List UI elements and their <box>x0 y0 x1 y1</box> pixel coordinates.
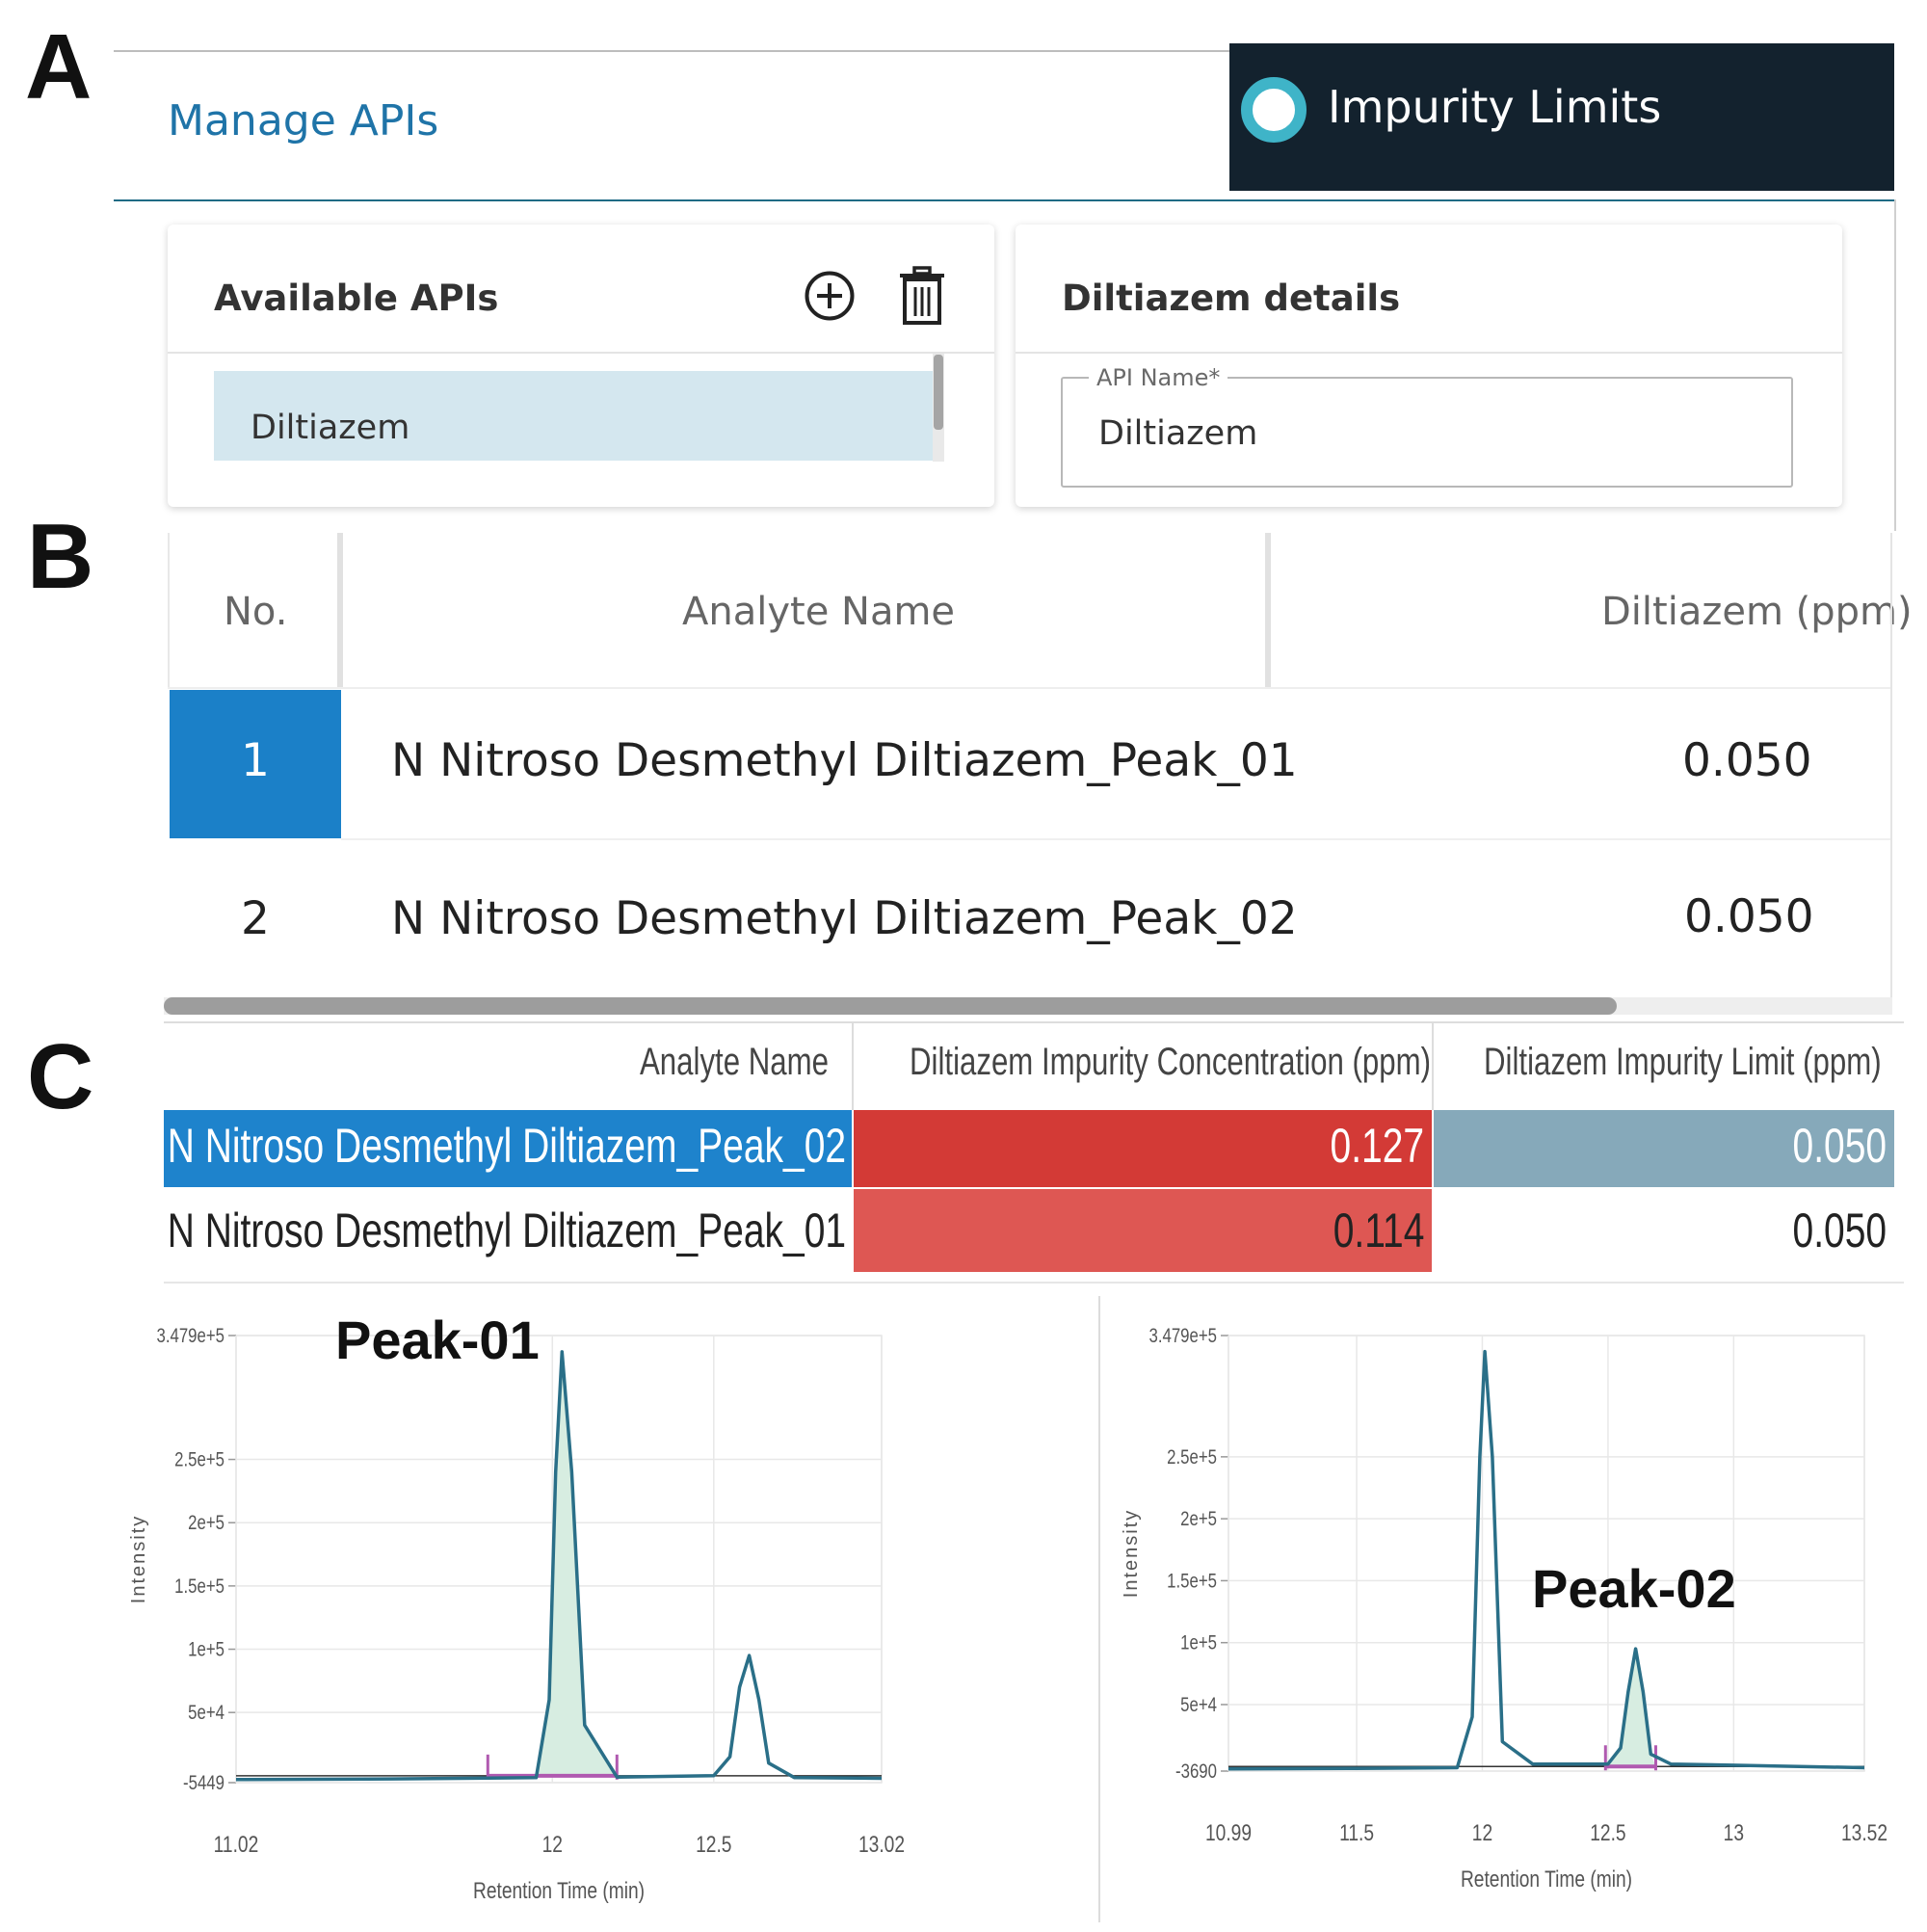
api-list-scroll-thumb[interactable] <box>934 355 943 430</box>
card-divider <box>1016 352 1842 354</box>
impurity-limits-banner[interactable] <box>1229 43 1894 191</box>
row-divider <box>341 838 1892 840</box>
panel-label-a: A <box>25 15 92 119</box>
chromatogram-peak-02: 3.479e+5 2.5e+5 2e+5 1.5e+5 1e+5 5e+4 -3690 10.… <box>1121 1325 1887 1892</box>
y-tick-label: -5449 <box>183 1772 224 1794</box>
x-tick-label: 10.99 <box>1205 1819 1252 1846</box>
column-header-analyte[interactable]: Analyte Name <box>682 590 956 634</box>
y-tick-label: 5e+4 <box>188 1703 224 1725</box>
top-divider <box>114 50 1888 52</box>
y-tick-label: 2.5e+5 <box>174 1449 224 1471</box>
limit-cell-selected[interactable] <box>1434 1110 1894 1187</box>
plot-area <box>1227 1335 1865 1772</box>
trash-icon[interactable] <box>898 266 946 326</box>
results-header-analyte[interactable]: Analyte Name <box>640 1041 829 1083</box>
column-header-no[interactable]: No. <box>224 590 288 634</box>
results-concentration: 0.127 <box>1330 1119 1424 1173</box>
chromatogram-trace <box>1227 1349 1865 1771</box>
selected-row-number-cell[interactable] <box>170 690 341 838</box>
y-tick-label: 3.479e+5 <box>1149 1325 1217 1347</box>
chart-divider <box>1098 1296 1100 1922</box>
results-limit: 0.050 <box>1792 1119 1887 1173</box>
column-divider <box>1432 1021 1434 1110</box>
radio-dot-icon <box>1241 77 1307 143</box>
y-tick-label: 3.479e+5 <box>157 1325 224 1347</box>
limit-value-cell[interactable]: 0.050 <box>1684 890 1814 943</box>
x-tick-label: 11.5 <box>1339 1819 1374 1846</box>
plus-circle-icon[interactable] <box>804 270 856 322</box>
y-tick-label: 1e+5 <box>188 1639 224 1661</box>
analyte-name-cell[interactable]: N Nitroso Desmethyl Diltiazem_Peak_02 <box>391 892 1298 945</box>
y-axis-label: Intensity <box>1121 1509 1142 1598</box>
panel-label-c: C <box>27 1025 94 1128</box>
y-tick-label: 2.5e+5 <box>1167 1446 1217 1469</box>
row-number: 1 <box>241 734 270 787</box>
column-resize-handle[interactable] <box>1265 533 1271 689</box>
available-apis-title: Available APIs <box>214 278 499 319</box>
x-tick-label: 11.02 <box>214 1831 259 1858</box>
integrated-peak-area <box>1605 1649 1656 1767</box>
x-tick-label: 12.5 <box>1590 1819 1625 1846</box>
card-divider <box>168 352 994 354</box>
exceeded-concentration-cell[interactable] <box>854 1110 1432 1187</box>
y-tick-label: 1.5e+5 <box>174 1575 224 1598</box>
column-resize-handle[interactable] <box>337 533 343 689</box>
results-limit: 0.050 <box>1792 1204 1887 1257</box>
x-axis-label: Retention Time (min) <box>473 1877 645 1904</box>
x-tick-label: 13.02 <box>858 1831 905 1858</box>
right-border <box>1894 199 1896 531</box>
x-tick-label: 12.5 <box>696 1831 731 1858</box>
limit-value-cell[interactable]: 0.050 <box>1682 734 1812 787</box>
analyte-name-cell[interactable]: N Nitroso Desmethyl Diltiazem_Peak_01 <box>391 734 1298 787</box>
integrated-peak-area <box>488 1351 618 1778</box>
page-title: Manage APIs <box>168 96 439 146</box>
y-tick-label: 1e+5 <box>1180 1632 1217 1654</box>
table-left-border <box>168 533 170 689</box>
chromatogram-peak-01: 3.479e+5 2.5e+5 2e+5 1.5e+5 1e+5 5e+4 -5449 11.… <box>128 1310 905 1904</box>
x-tick-label: 12 <box>542 1831 563 1858</box>
y-tick-label: 2e+5 <box>1180 1508 1217 1530</box>
y-tick-label: -3690 <box>1175 1760 1217 1783</box>
results-table-top-border <box>164 1021 1904 1023</box>
y-tick-label: 1.5e+5 <box>1167 1571 1217 1593</box>
x-tick-label: 12 <box>1472 1819 1492 1846</box>
details-title: Diltiazem details <box>1062 278 1401 319</box>
column-divider <box>852 1021 854 1110</box>
header-divider <box>114 199 1896 201</box>
panel-label-b: B <box>27 505 94 608</box>
banner-label: Impurity Limits <box>1328 81 1662 133</box>
x-tick-label: 13.52 <box>1841 1819 1887 1846</box>
peak-annotation: Peak-02 <box>1532 1558 1736 1619</box>
api-name-field[interactable] <box>1061 377 1793 488</box>
api-list-item-label: Diltiazem <box>251 409 410 447</box>
peak-annotation: Peak-01 <box>335 1310 540 1370</box>
results-analyte-name: N Nitroso Desmethyl Diltiazem_Peak_02 <box>167 1119 846 1173</box>
exceeded-concentration-cell[interactable] <box>854 1189 1432 1272</box>
chromatogram-trace <box>235 1350 883 1782</box>
table-right-border <box>1890 533 1892 1012</box>
api-list-item[interactable] <box>214 371 933 461</box>
y-tick-label: 2e+5 <box>188 1513 224 1535</box>
results-concentration: 0.114 <box>1333 1204 1424 1257</box>
results-header-limit[interactable]: Diltiazem Impurity Limit (ppm) <box>1484 1041 1882 1083</box>
api-name-value: Diltiazem <box>1098 414 1258 453</box>
results-table-bottom-border <box>164 1282 1904 1284</box>
y-tick-label: 5e+4 <box>1180 1694 1217 1716</box>
x-axis-label: Retention Time (min) <box>1461 1866 1632 1892</box>
selected-results-row[interactable] <box>164 1110 852 1187</box>
api-name-label: API Name* <box>1089 364 1228 391</box>
results-header-concentration[interactable]: Diltiazem Impurity Concentration (ppm) <box>910 1041 1431 1083</box>
header-divider <box>168 687 1892 689</box>
x-tick-label: 13 <box>1724 1819 1744 1846</box>
available-apis-card <box>168 225 994 507</box>
results-analyte-name: N Nitroso Desmethyl Diltiazem_Peak_01 <box>167 1204 846 1257</box>
y-axis-label: Intensity <box>128 1515 149 1603</box>
column-header-limit[interactable]: Diltiazem (ppm) <box>1601 590 1913 634</box>
horizontal-scroll-thumb[interactable] <box>164 997 1617 1015</box>
row-number: 2 <box>241 892 270 945</box>
